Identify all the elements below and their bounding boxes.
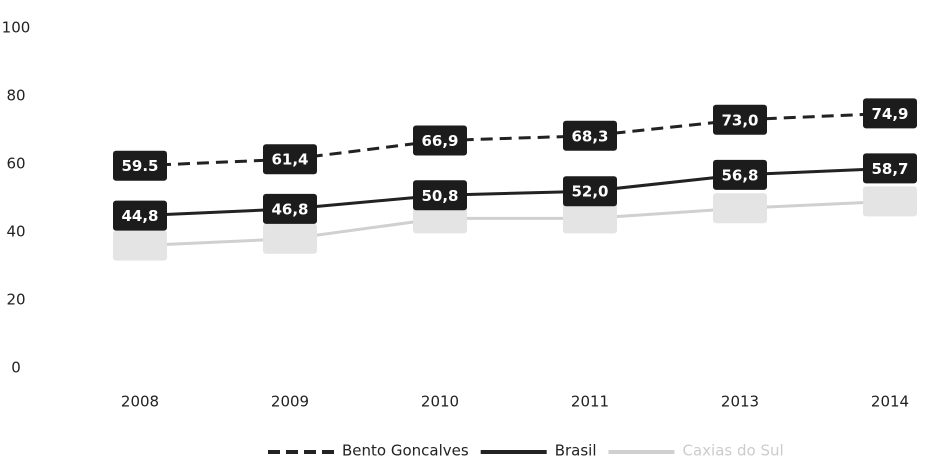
value-label: 66,9 (413, 125, 467, 156)
value-label (713, 193, 767, 224)
value-label: 61,4 (263, 144, 317, 175)
value-label: 59.5 (113, 150, 167, 181)
data-label: 66,9 (421, 132, 458, 150)
label-box (263, 193, 317, 224)
value-label: 73,0 (713, 104, 767, 135)
label-box (413, 125, 467, 156)
value-label: 68,3 (563, 120, 617, 151)
legend-item: Caxias do Sul (608, 442, 784, 459)
data-label: 50,8 (421, 187, 458, 205)
series-line (139, 166, 891, 218)
data-label: 52,0 (571, 183, 608, 201)
value-label (263, 223, 317, 254)
legend-item: Brasil (480, 442, 597, 459)
data-label: 73,0 (721, 111, 758, 129)
y-tick-label: 40 (6, 223, 25, 241)
y-tick-label: 0 (11, 359, 21, 377)
y-tick-label: 20 (6, 291, 25, 309)
label-box (563, 203, 617, 234)
x-tick-label: 2010 (421, 393, 459, 411)
data-label: 58,7 (871, 160, 908, 178)
x-tick-label: 2013 (721, 393, 759, 411)
x-tick-label: 2009 (271, 393, 309, 411)
y-tick-label: 60 (6, 155, 25, 173)
data-label: 68,3 (571, 127, 608, 145)
label-box (113, 230, 167, 261)
x-tick-label: 2008 (121, 393, 159, 411)
label-box (863, 153, 917, 184)
value-label: 74,9 (863, 98, 917, 129)
label-box (413, 180, 467, 211)
label-box (863, 186, 917, 217)
value-label: 44,8 (113, 200, 167, 231)
label-box (413, 203, 467, 234)
value-label (113, 230, 167, 261)
series-line (139, 199, 891, 248)
label-box (113, 200, 167, 231)
label-box (563, 120, 617, 151)
label-box (113, 150, 167, 181)
data-label: 56,8 (721, 166, 758, 184)
value-label: 46,8 (263, 193, 317, 224)
label-box (263, 223, 317, 254)
x-tick-label: 2011 (571, 393, 609, 411)
value-label (413, 203, 467, 234)
value-label: 56,8 (713, 159, 767, 190)
data-label: 74,9 (871, 105, 908, 123)
legend-label: Brasil (555, 442, 597, 459)
data-label: 61,4 (271, 151, 308, 169)
value-label: 58,7 (863, 153, 917, 184)
y-tick-label: 80 (6, 87, 25, 105)
legend-label: Caxias do Sul (683, 442, 784, 459)
value-label (563, 203, 617, 234)
value-label: 50,8 (413, 180, 467, 211)
label-box (263, 144, 317, 175)
series-line (139, 111, 891, 168)
data-label: 44,8 (121, 207, 158, 225)
value-label: 52,0 (563, 176, 617, 207)
legend-label: Bento Goncalves (342, 442, 469, 459)
label-box (713, 104, 767, 135)
legend-item: Bento Goncalves (268, 442, 469, 459)
data-label: 46,8 (271, 200, 308, 218)
label-box (713, 159, 767, 190)
label-box (563, 176, 617, 207)
data-label: 59.5 (121, 157, 158, 175)
value-label (863, 186, 917, 217)
x-tick-label: 2014 (871, 393, 909, 411)
y-tick-label: 100 (2, 19, 31, 37)
label-box (863, 98, 917, 129)
label-box (713, 193, 767, 224)
